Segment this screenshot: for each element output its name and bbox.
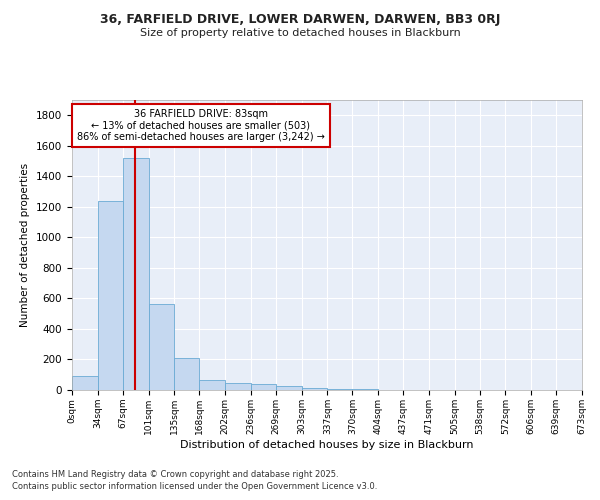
Bar <box>251 384 276 390</box>
Bar <box>149 304 175 390</box>
Bar <box>328 389 352 390</box>
Text: 36, FARFIELD DRIVE, LOWER DARWEN, DARWEN, BB3 0RJ: 36, FARFIELD DRIVE, LOWER DARWEN, DARWEN… <box>100 12 500 26</box>
Bar <box>72 376 98 390</box>
Bar <box>276 386 302 390</box>
X-axis label: Distribution of detached houses by size in Blackburn: Distribution of detached houses by size … <box>180 440 474 450</box>
Bar <box>123 158 149 390</box>
Text: Contains HM Land Registry data © Crown copyright and database right 2025.: Contains HM Land Registry data © Crown c… <box>12 470 338 479</box>
Bar <box>98 200 123 390</box>
Bar <box>352 389 378 390</box>
Y-axis label: Number of detached properties: Number of detached properties <box>20 163 31 327</box>
Text: Contains public sector information licensed under the Open Government Licence v3: Contains public sector information licen… <box>12 482 377 491</box>
Bar <box>175 358 199 390</box>
Bar <box>199 380 225 390</box>
Text: 36 FARFIELD DRIVE: 83sqm
← 13% of detached houses are smaller (503)
86% of semi-: 36 FARFIELD DRIVE: 83sqm ← 13% of detach… <box>77 109 325 142</box>
Text: Size of property relative to detached houses in Blackburn: Size of property relative to detached ho… <box>140 28 460 38</box>
Bar <box>302 388 328 390</box>
Bar <box>225 383 251 390</box>
